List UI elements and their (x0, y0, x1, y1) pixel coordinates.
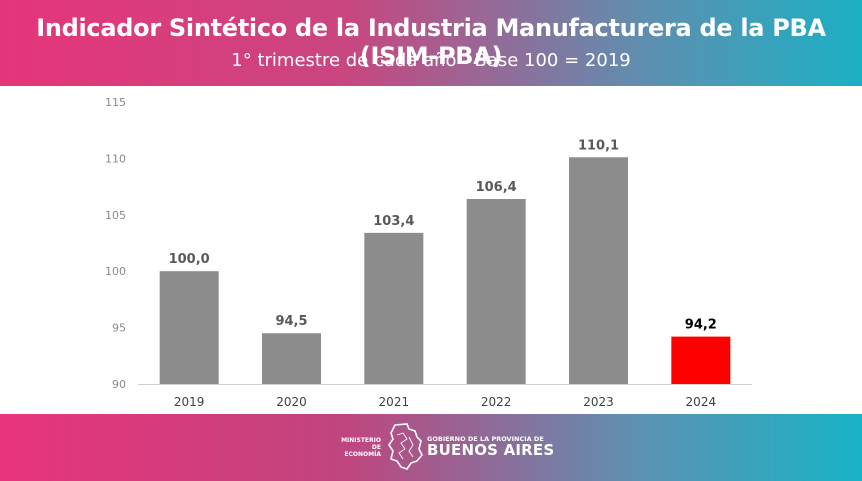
chart-area: 90 95 100 105 110 115 100,0 2019 94,5 2020 103,4 20… (0, 86, 862, 414)
bar (159, 271, 219, 384)
province-map-icon (388, 423, 423, 470)
data-label: 94,5 (275, 314, 307, 329)
bar (364, 232, 424, 384)
chart-title: Indicador Sintético de la Industria Manu… (36, 14, 826, 70)
x-tick-label: 2020 (276, 395, 307, 409)
y-tick-label: 115 (105, 96, 126, 109)
x-tick-label: 2024 (686, 395, 717, 409)
data-label: 110,1 (578, 138, 619, 153)
x-tick-label: 2022 (481, 395, 512, 409)
footer-banner: MINISTERIO DE ECONOMÍA GOBIERNO DE LA PR… (0, 414, 862, 481)
ministry-label: MINISTERIO DE ECONOMÍA (341, 436, 381, 458)
government-logo: MINISTERIO DE ECONOMÍA GOBIERNO DE LA PR… (337, 422, 554, 472)
y-tick-label: 105 (105, 209, 126, 222)
data-label: 106,4 (476, 180, 517, 195)
bar-chart: 90 95 100 105 110 115 100,0 2019 94,5 2020 103,4 20… (105, 96, 752, 409)
data-label: 100,0 (169, 252, 210, 267)
data-label: 103,4 (373, 214, 414, 229)
government-label: GOBIERNO DE LA PROVINCIA DE (427, 435, 544, 444)
province-name: BUENOS AIRES (427, 440, 555, 459)
data-label: 94,2 (685, 318, 717, 333)
header-banner: Indicador Sintético de la Industria Manu… (0, 0, 862, 86)
bar (671, 336, 731, 384)
y-tick-label: 100 (105, 265, 126, 278)
y-tick-label: 90 (112, 378, 126, 391)
bar (569, 157, 628, 384)
bar (262, 333, 321, 384)
x-tick-label: 2023 (583, 395, 614, 409)
y-tick-label: 95 (112, 322, 126, 335)
y-tick-label: 110 (105, 152, 126, 165)
x-tick-label: 2021 (379, 395, 410, 409)
bar (466, 199, 526, 384)
x-tick-label: 2019 (174, 395, 205, 409)
chart-subtitle: 1° trimestre de cada año - Base 100 = 20… (231, 50, 631, 71)
